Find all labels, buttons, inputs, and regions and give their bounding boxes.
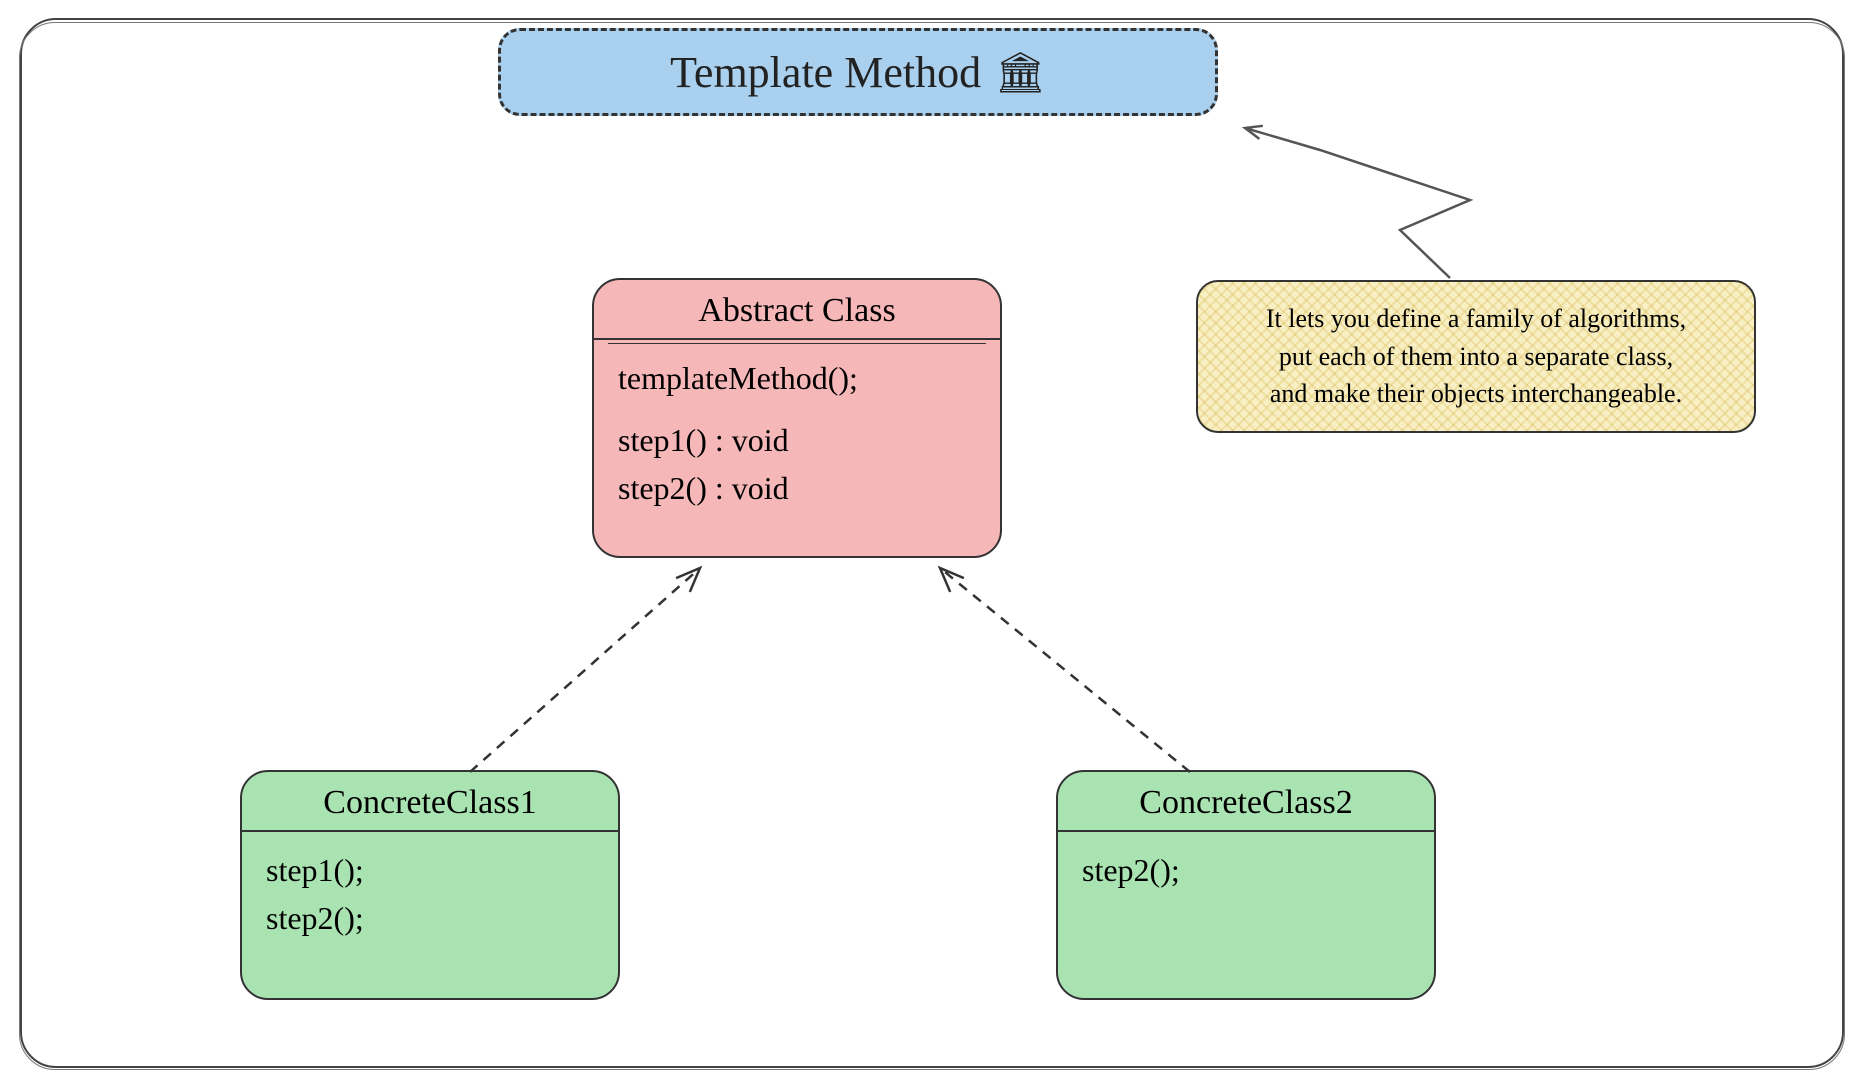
class-body: step1(); step2(); <box>242 832 618 962</box>
note-line: and make their objects interchangeable. <box>1224 375 1728 413</box>
bank-icon: 🏛 <box>995 49 1046 96</box>
method: step2(); <box>266 894 594 942</box>
class-name: ConcreteClass1 <box>242 772 618 832</box>
diagram-canvas: Template Method 🏛 Abstract Class templat… <box>0 0 1864 1087</box>
class-body: step2(); <box>1058 832 1434 914</box>
class-box-concrete1: ConcreteClass1 step1(); step2(); <box>240 770 620 1000</box>
class-box-concrete2: ConcreteClass2 step2(); <box>1056 770 1436 1000</box>
class-name: Abstract Class <box>594 280 1000 340</box>
method: step2(); <box>1082 846 1410 894</box>
class-box-abstract: Abstract Class templateMethod(); step1()… <box>592 278 1002 558</box>
method: templateMethod(); <box>618 354 976 402</box>
description-note: It lets you define a family of algorithm… <box>1196 280 1756 433</box>
method: step2() : void <box>618 464 976 512</box>
class-name: ConcreteClass2 <box>1058 772 1434 832</box>
title-box: Template Method 🏛 <box>498 28 1218 116</box>
method: step1(); <box>266 846 594 894</box>
class-body: templateMethod(); step1() : void step2()… <box>594 340 1000 532</box>
note-line: put each of them into a separate class, <box>1224 338 1728 376</box>
note-line: It lets you define a family of algorithm… <box>1224 300 1728 338</box>
title-label: Template Method <box>670 47 981 98</box>
method: step1() : void <box>618 416 976 464</box>
